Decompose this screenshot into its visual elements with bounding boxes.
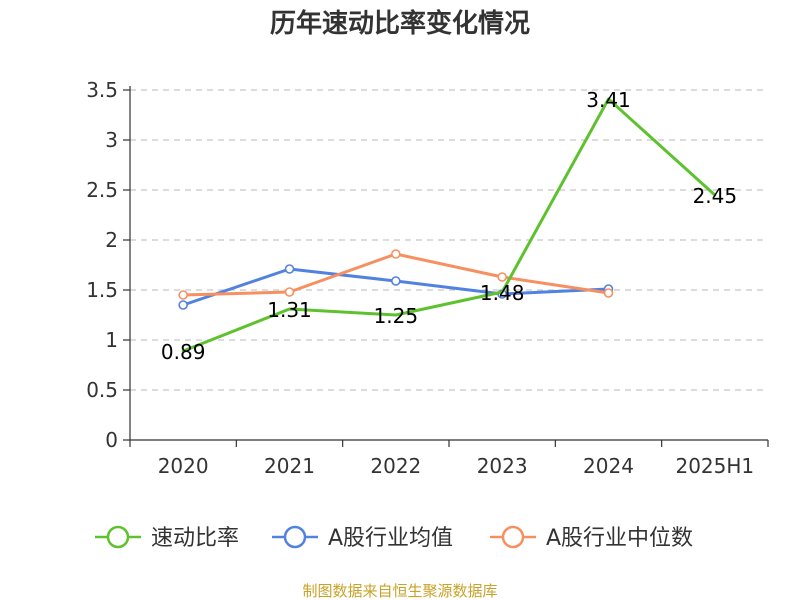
chart-title: 历年速动比率变化情况 [270, 8, 530, 39]
y-tick-label: 1.5 [86, 278, 118, 302]
data-label: 2.45 [693, 184, 738, 208]
y-tick-label: 0.5 [86, 378, 118, 402]
y-tick-label: 2.5 [86, 178, 118, 202]
y-tick-label: 2 [105, 228, 118, 252]
grid-lines [130, 89, 768, 391]
legend-label: 速动比率 [151, 526, 239, 551]
data-point [603, 288, 614, 298]
data-labels: 0.89 1.31 1.25 1.48 3.41 2.45 [161, 88, 737, 364]
x-tick-label: 2025H1 [675, 454, 754, 478]
series-line [181, 252, 610, 297]
legend-label: A股行业均值 [328, 526, 453, 551]
y-tick-label: 1 [105, 328, 118, 352]
data-label: 1.25 [374, 304, 419, 328]
legend-swatch-marker [106, 525, 130, 549]
data-label: 1.31 [267, 298, 312, 322]
x-tick-label: 2020 [158, 454, 209, 478]
x-tick-label: 2024 [583, 454, 634, 478]
x-tick-label: 2023 [477, 454, 528, 478]
y-tick-label: 0 [105, 428, 118, 452]
legend-label: A股行业中位数 [546, 526, 693, 551]
axes: 0 0.5 1 1.5 2 2.5 3 3.5 2020 2021 2022 2023 2024 2025… [86, 78, 769, 478]
data-point [391, 249, 401, 259]
x-tick-label: 2021 [264, 454, 315, 478]
data-label: 1.48 [480, 281, 525, 305]
series-line [181, 97, 717, 353]
data-point [497, 272, 507, 282]
x-tick-label: 2022 [370, 454, 421, 478]
y-tick-label: 3.5 [86, 78, 118, 102]
legend: 速动比率 A股行业均值 A股行业中位数 [95, 525, 693, 551]
data-point [178, 290, 188, 300]
series-line [181, 267, 610, 307]
y-tick-label: 3 [105, 128, 118, 152]
data-point [391, 276, 401, 286]
legend-swatch-marker [501, 525, 525, 549]
source-note: 制图数据来自恒生聚源数据库 [302, 582, 497, 600]
data-point [284, 264, 295, 274]
legend-swatch-marker [283, 525, 307, 549]
data-label: 0.89 [161, 340, 206, 364]
data-point [284, 287, 295, 297]
data-point [178, 300, 188, 310]
series-lines [178, 97, 717, 353]
data-label: 3.41 [586, 88, 631, 112]
